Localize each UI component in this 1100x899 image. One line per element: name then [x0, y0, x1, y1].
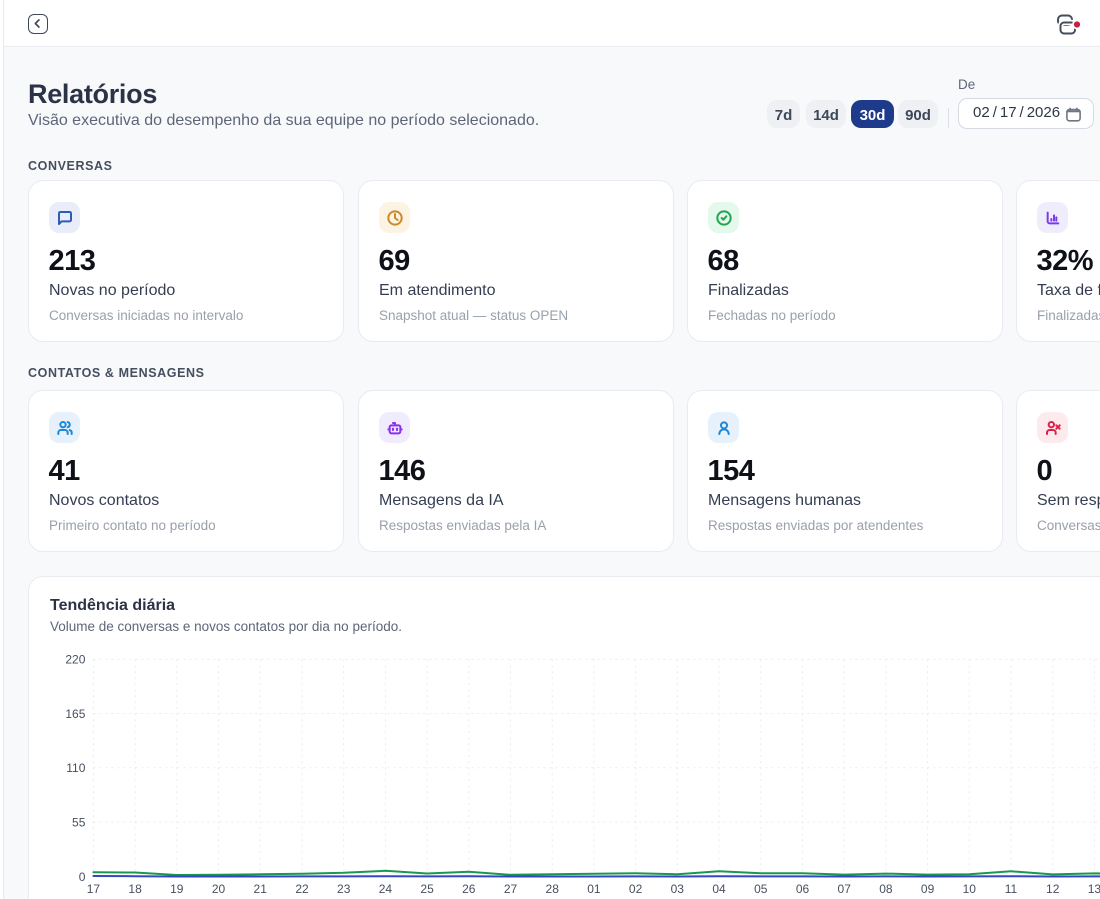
svg-text:06: 06 [796, 882, 810, 896]
svg-text:11: 11 [1005, 882, 1018, 896]
svg-text:22: 22 [295, 882, 309, 896]
svg-text:17: 17 [87, 882, 101, 896]
svg-text:27: 27 [504, 882, 518, 896]
svg-text:02: 02 [629, 882, 643, 896]
svg-text:220: 220 [65, 653, 85, 667]
svg-text:165: 165 [65, 707, 85, 721]
svg-text:03: 03 [671, 882, 685, 896]
svg-text:09: 09 [921, 882, 935, 896]
svg-text:20: 20 [212, 882, 226, 896]
svg-text:26: 26 [462, 882, 476, 896]
svg-text:08: 08 [879, 882, 893, 896]
svg-text:19: 19 [170, 882, 184, 896]
svg-text:12: 12 [1046, 882, 1060, 896]
svg-text:07: 07 [838, 882, 852, 896]
svg-text:01: 01 [587, 882, 601, 896]
svg-text:55: 55 [72, 816, 86, 830]
svg-text:10: 10 [963, 882, 977, 896]
svg-text:05: 05 [754, 882, 768, 896]
svg-text:110: 110 [66, 761, 85, 775]
svg-text:04: 04 [712, 882, 726, 896]
svg-text:0: 0 [79, 870, 86, 884]
svg-text:18: 18 [128, 882, 142, 896]
svg-text:28: 28 [546, 882, 560, 896]
svg-text:21: 21 [254, 882, 268, 896]
svg-text:23: 23 [337, 882, 351, 896]
svg-text:13: 13 [1088, 882, 1100, 896]
svg-text:24: 24 [379, 882, 393, 896]
svg-text:25: 25 [420, 882, 434, 896]
